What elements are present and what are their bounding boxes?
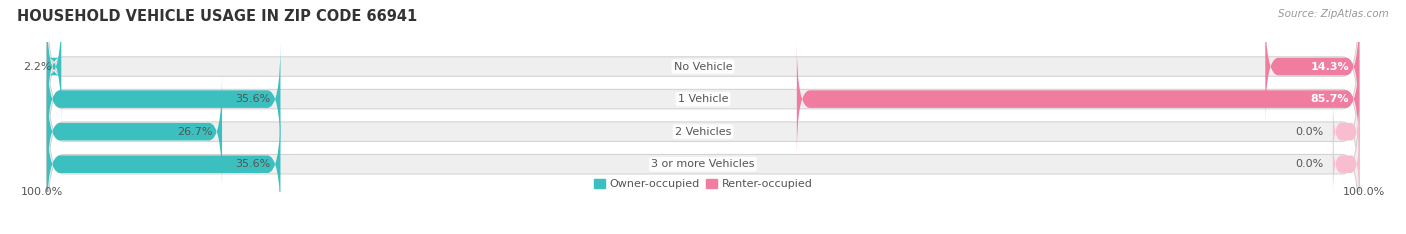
FancyBboxPatch shape xyxy=(46,10,62,123)
Text: 35.6%: 35.6% xyxy=(235,94,270,104)
FancyBboxPatch shape xyxy=(46,0,1360,138)
Text: 0.0%: 0.0% xyxy=(1295,127,1323,137)
Text: 0.0%: 0.0% xyxy=(1295,159,1323,169)
FancyBboxPatch shape xyxy=(46,43,280,155)
FancyBboxPatch shape xyxy=(46,75,222,188)
FancyBboxPatch shape xyxy=(1265,10,1360,123)
FancyBboxPatch shape xyxy=(1333,100,1360,164)
FancyBboxPatch shape xyxy=(46,108,280,220)
Text: HOUSEHOLD VEHICLE USAGE IN ZIP CODE 66941: HOUSEHOLD VEHICLE USAGE IN ZIP CODE 6694… xyxy=(17,9,418,24)
Text: 3 or more Vehicles: 3 or more Vehicles xyxy=(651,159,755,169)
FancyBboxPatch shape xyxy=(797,43,1360,155)
Text: 1 Vehicle: 1 Vehicle xyxy=(678,94,728,104)
FancyBboxPatch shape xyxy=(46,60,1360,203)
Text: 26.7%: 26.7% xyxy=(177,127,212,137)
Text: 100.0%: 100.0% xyxy=(1343,187,1385,197)
Text: 14.3%: 14.3% xyxy=(1310,62,1350,72)
Legend: Owner-occupied, Renter-occupied: Owner-occupied, Renter-occupied xyxy=(589,175,817,194)
FancyBboxPatch shape xyxy=(1333,132,1360,196)
FancyBboxPatch shape xyxy=(46,93,1360,234)
Text: Source: ZipAtlas.com: Source: ZipAtlas.com xyxy=(1278,9,1389,19)
Text: 35.6%: 35.6% xyxy=(235,159,270,169)
Text: 2 Vehicles: 2 Vehicles xyxy=(675,127,731,137)
Text: 2.2%: 2.2% xyxy=(22,62,52,72)
Text: No Vehicle: No Vehicle xyxy=(673,62,733,72)
Text: 85.7%: 85.7% xyxy=(1310,94,1350,104)
Text: 100.0%: 100.0% xyxy=(21,187,63,197)
FancyBboxPatch shape xyxy=(46,27,1360,171)
